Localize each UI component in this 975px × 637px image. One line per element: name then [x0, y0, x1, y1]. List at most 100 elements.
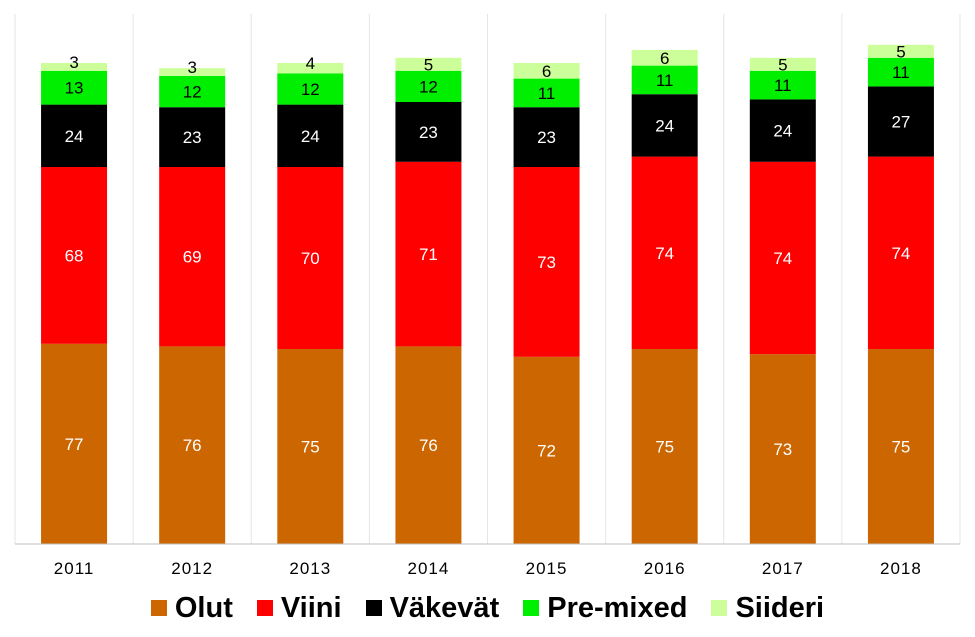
- legend-swatch: [711, 600, 728, 616]
- data-label: 11: [774, 76, 792, 95]
- bar-segment: [749, 354, 816, 544]
- bar-segment: [277, 104, 344, 167]
- legend: Olut Viini Väkevät Pre-mixed Siideri: [0, 586, 975, 630]
- legend-item: Viini: [256, 591, 342, 625]
- legend-item: Siideri: [711, 592, 824, 625]
- data-label: 24: [301, 127, 320, 146]
- data-label: 12: [183, 83, 202, 102]
- bar-segment: [749, 161, 816, 355]
- data-label: 24: [655, 116, 674, 135]
- data-labels: 77 68 24 13 3 76 69 23 12 3 75 70 24 12 4 76 71 23 12 5 72 73…: [65, 42, 911, 460]
- data-label: 23: [419, 123, 438, 142]
- legend-item: Olut: [150, 592, 233, 625]
- bar-segment: [631, 156, 698, 349]
- data-label: 6: [660, 49, 669, 68]
- legend-swatch: [523, 600, 540, 616]
- data-label: 3: [187, 58, 196, 77]
- data-label: 11: [892, 63, 910, 82]
- data-label: 23: [183, 128, 202, 147]
- data-label: 68: [65, 246, 84, 265]
- bar-segment: [631, 349, 698, 544]
- bar-segment: [631, 50, 698, 66]
- data-label: 5: [424, 55, 433, 74]
- bar-segment: [867, 349, 934, 544]
- bar-segment: [159, 346, 226, 544]
- column-separators: [14, 14, 961, 544]
- bar-segment: [867, 57, 934, 87]
- bar-segment: [41, 70, 108, 105]
- bar-segment: [159, 76, 226, 108]
- bar-segment: [277, 349, 344, 544]
- x-tick-label: 2014: [408, 559, 450, 578]
- x-tick-label: 2018: [880, 559, 922, 578]
- bar-segment: [631, 65, 698, 95]
- bar-segment: [395, 70, 462, 102]
- bar-segment: [867, 86, 934, 157]
- legend-swatch: [256, 600, 273, 616]
- data-label: 71: [419, 245, 438, 264]
- data-label: 13: [65, 79, 84, 98]
- data-label: 12: [419, 77, 438, 96]
- data-label: 6: [542, 62, 551, 81]
- bar-segment: [159, 107, 226, 167]
- bar-segment: [41, 343, 108, 544]
- bar-segment: [867, 156, 934, 349]
- bar-segment: [631, 94, 698, 157]
- data-label: 27: [891, 113, 910, 132]
- data-label: 70: [301, 249, 320, 268]
- x-tick-label: 2012: [171, 559, 213, 578]
- data-label: 74: [773, 249, 792, 268]
- data-label: 75: [891, 438, 910, 457]
- bar-segment: [513, 167, 580, 357]
- bar-segment: [513, 78, 580, 108]
- x-tick-label: 2016: [644, 559, 686, 578]
- x-tick-label: 2017: [762, 559, 804, 578]
- data-label: 77: [65, 435, 84, 454]
- bar-segment: [395, 57, 462, 71]
- data-label: 4: [306, 54, 315, 73]
- bar-stacks: [41, 44, 934, 544]
- bar-segment: [159, 167, 226, 347]
- x-axis-tick-labels: 2011 2012 2013 2014 2015 2016 2017 2018: [54, 559, 922, 578]
- x-tick-label: 2011: [54, 559, 95, 578]
- legend-label: Viini: [280, 591, 342, 624]
- bar-segment: [41, 104, 108, 167]
- legend-item: Väkevät: [365, 591, 500, 625]
- bar-segment: [395, 102, 462, 162]
- data-label: 24: [773, 122, 792, 141]
- legend-label: Siideri: [735, 591, 825, 624]
- legend-swatch: [365, 600, 382, 616]
- data-label: 24: [65, 127, 84, 146]
- bar-segment: [41, 167, 108, 344]
- bar-segment: [513, 107, 580, 167]
- data-label: 5: [778, 55, 787, 74]
- bar-segment: [277, 63, 344, 74]
- data-label: 23: [537, 128, 556, 147]
- x-tick-label: 2015: [526, 559, 568, 578]
- data-label: 76: [183, 436, 202, 455]
- bar-segment: [395, 161, 462, 347]
- data-label: 69: [183, 248, 202, 267]
- bar-segment: [395, 346, 462, 544]
- bar-segment: [41, 63, 108, 71]
- bar-segment: [277, 167, 344, 349]
- data-label: 74: [891, 244, 910, 263]
- data-label: 72: [537, 441, 556, 460]
- data-label: 75: [301, 438, 320, 457]
- legend-label: Pre-mixed: [547, 591, 688, 624]
- data-label: 75: [655, 438, 674, 457]
- data-label: 3: [69, 53, 78, 72]
- legend-swatch: [150, 600, 167, 616]
- data-label: 76: [419, 436, 438, 455]
- bar-segment: [159, 68, 226, 76]
- bar-segment: [749, 70, 816, 100]
- data-label: 73: [773, 440, 792, 459]
- bar-segment: [749, 57, 816, 71]
- data-label: 11: [656, 71, 674, 90]
- bar-segment: [749, 99, 816, 162]
- data-label: 5: [896, 42, 905, 61]
- data-label: 74: [655, 244, 674, 263]
- bar-segment: [277, 73, 344, 105]
- legend-label: Väkevät: [389, 591, 500, 624]
